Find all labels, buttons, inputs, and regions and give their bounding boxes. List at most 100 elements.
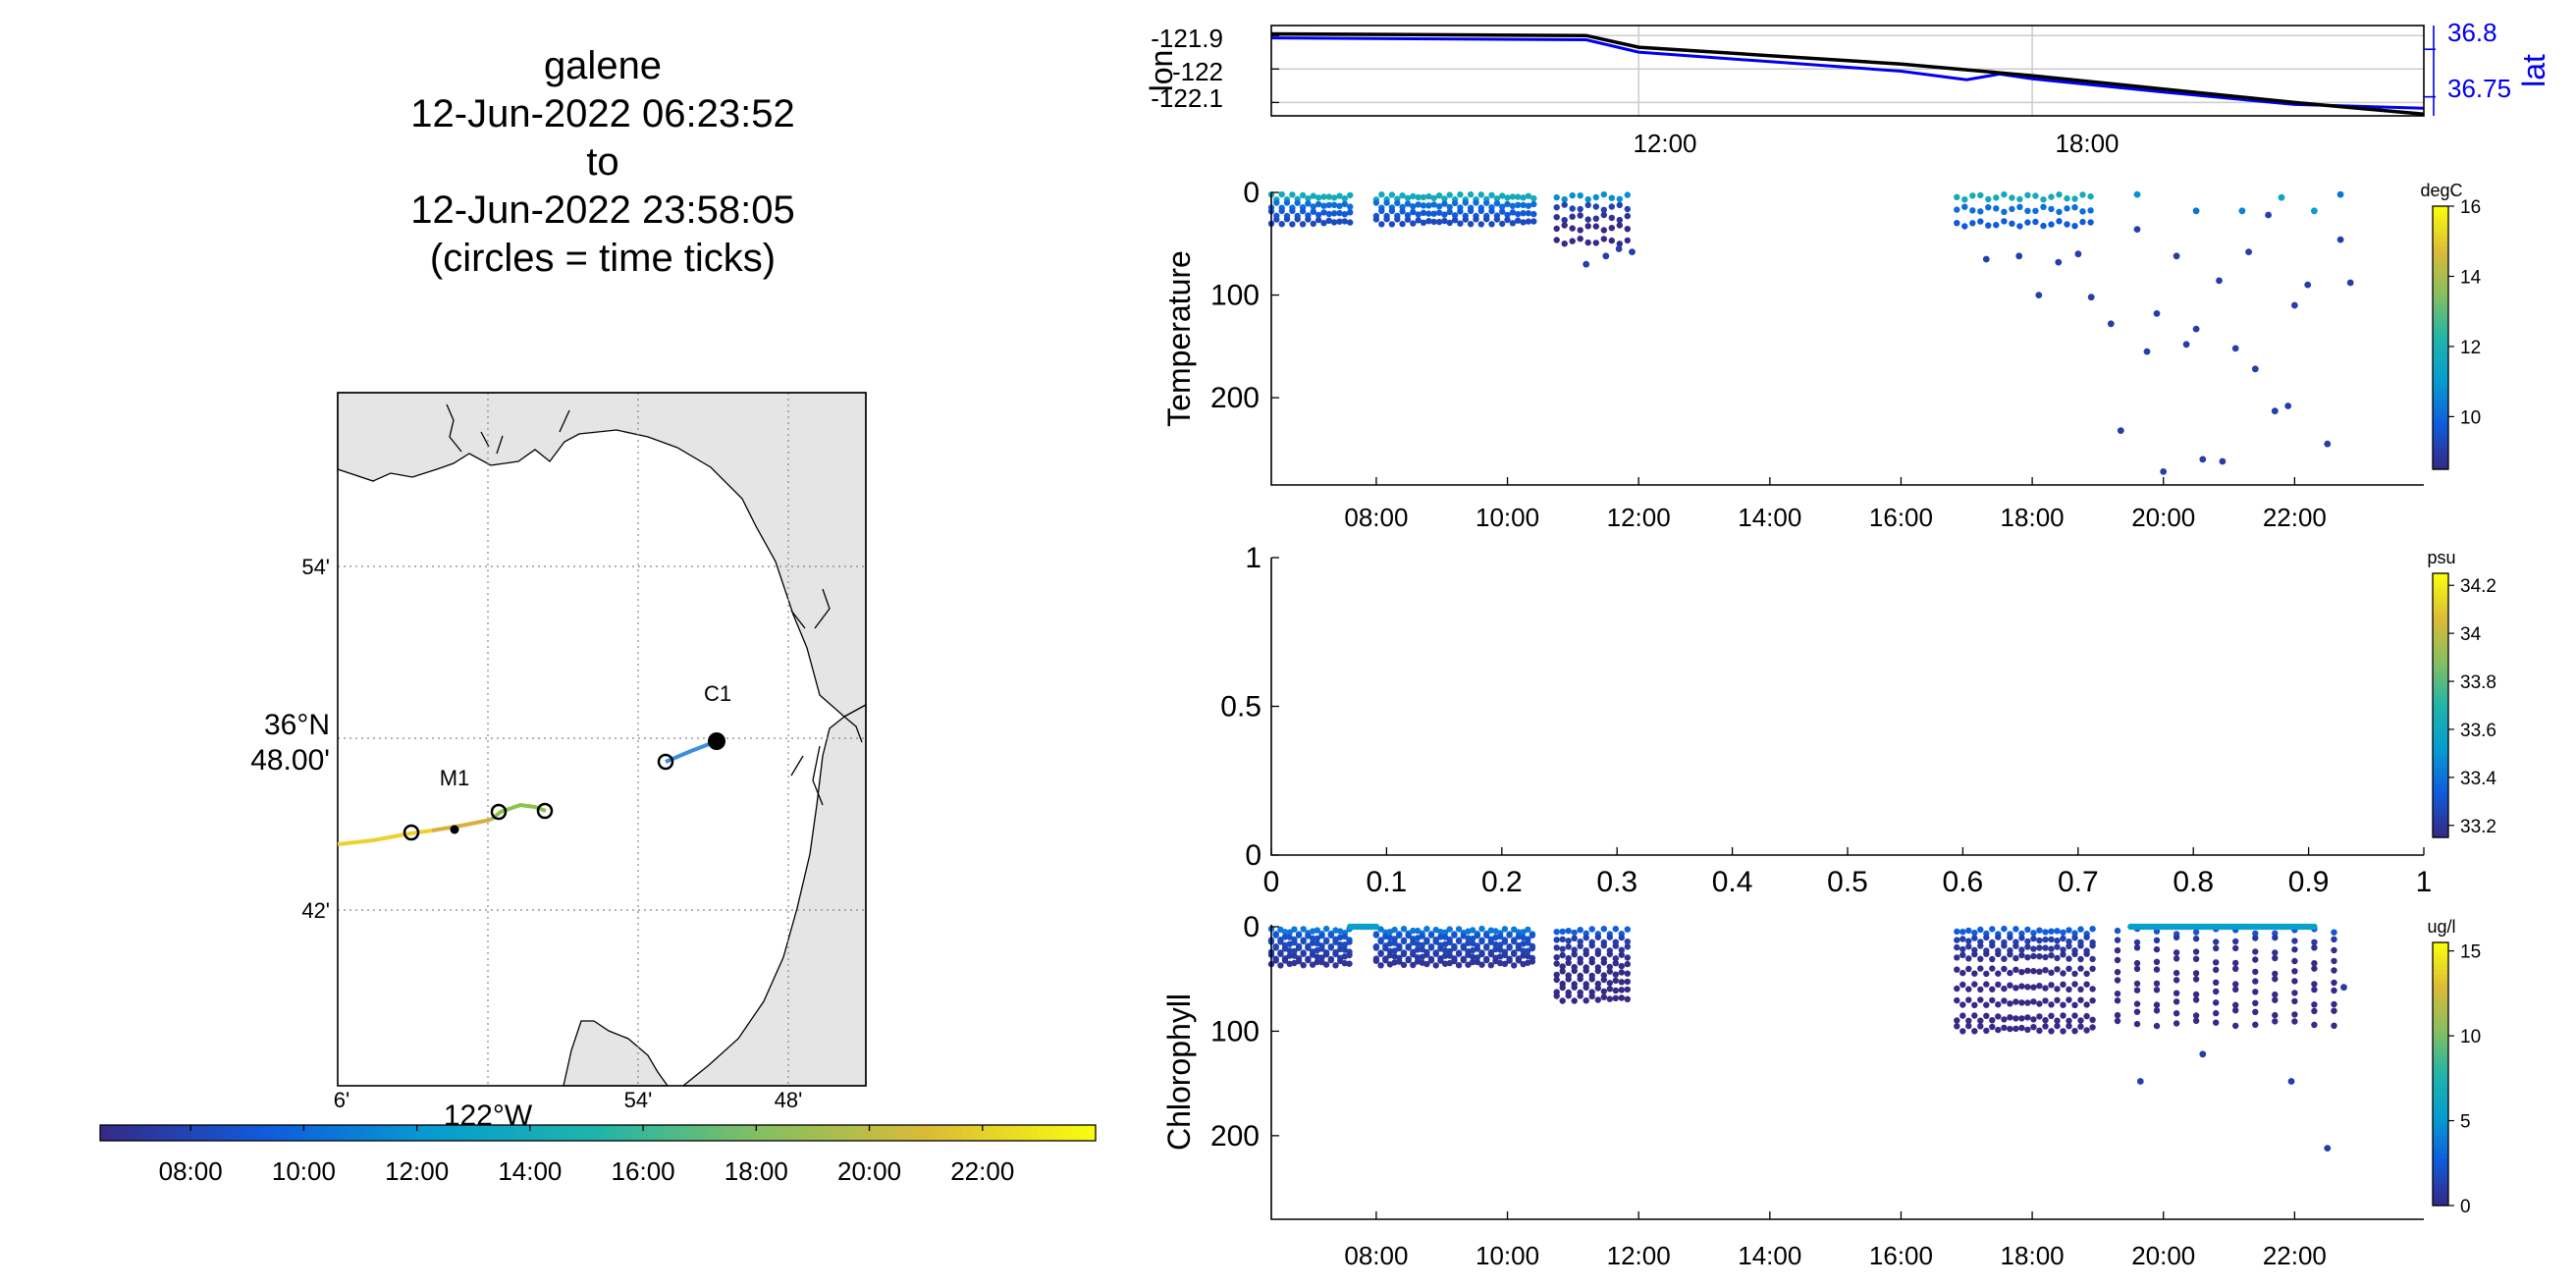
data-point xyxy=(1483,199,1490,206)
data-point xyxy=(1497,959,1504,967)
data-point xyxy=(1559,951,1566,959)
x-tick-label: 12:00 xyxy=(1607,503,1671,532)
data-point xyxy=(1983,970,1990,978)
data-point xyxy=(1624,995,1632,1002)
colorbar-cell xyxy=(2433,573,2448,579)
data-point xyxy=(1624,226,1632,233)
data-point xyxy=(1959,1001,1966,1008)
data-point xyxy=(2272,934,2279,941)
colorbar-cell xyxy=(2433,464,2448,470)
colorbar-cell xyxy=(158,1125,168,1141)
data-point xyxy=(2331,929,2337,936)
data-point xyxy=(2304,281,2312,289)
data-point xyxy=(2272,930,2279,937)
colorbar-cell xyxy=(249,1125,259,1141)
colorbar-cell xyxy=(382,1125,392,1141)
x-tick-label: 0.9 xyxy=(2288,866,2330,898)
data-point xyxy=(1606,950,1614,958)
data-point xyxy=(2252,989,2259,995)
data-point xyxy=(2089,955,2096,963)
data-point xyxy=(2192,1012,2200,1019)
x-tick-label: 20:00 xyxy=(2131,1241,2195,1270)
data-point xyxy=(1382,944,1389,952)
colorbar-cell xyxy=(672,1125,682,1141)
colorbar-cell xyxy=(2433,1047,2448,1053)
colorbar-cell xyxy=(988,1125,997,1141)
colorbar-cell xyxy=(2433,942,2448,948)
data-point xyxy=(2032,207,2039,214)
colorbar-cell xyxy=(2433,824,2448,830)
data-point xyxy=(1971,981,1978,988)
data-point xyxy=(2284,402,2292,409)
data-point xyxy=(1565,976,1572,983)
data-point xyxy=(2071,1012,2078,1019)
colorbar-cell xyxy=(2433,1153,2448,1158)
data-point xyxy=(2066,942,2072,949)
data-point xyxy=(1405,932,1412,939)
colorbar-cell xyxy=(2433,249,2448,255)
colorbar-cell xyxy=(1046,1125,1055,1141)
data-point xyxy=(2077,1017,2084,1024)
data-point xyxy=(1520,929,1527,936)
map-title-line-4: 12-Jun-2022 23:58:05 xyxy=(410,188,794,232)
data-point xyxy=(2032,218,2039,226)
data-point xyxy=(1332,962,1339,969)
data-point xyxy=(2007,1025,2013,1033)
data-point xyxy=(1577,927,1583,934)
data-point xyxy=(1299,221,1307,228)
colorbar-cell xyxy=(2433,718,2448,724)
map-lat-label-54: 54' xyxy=(301,555,330,579)
data-point xyxy=(2192,325,2200,333)
data-point xyxy=(1322,925,1330,933)
data-point xyxy=(2054,966,2061,973)
data-point xyxy=(1559,963,1566,970)
colorbar-cell xyxy=(2433,955,2448,961)
colorbar-cell xyxy=(764,1125,774,1141)
y-tick-label: 0.5 xyxy=(1220,691,1261,724)
data-point xyxy=(2311,923,2318,931)
x-tick-label: 0.8 xyxy=(2173,866,2214,898)
data-point xyxy=(1954,206,1960,213)
data-point xyxy=(1330,194,1338,201)
colorbar-cell xyxy=(2433,788,2448,794)
colorbar-cell xyxy=(2433,581,2448,588)
data-point xyxy=(1396,944,1403,952)
data-point xyxy=(2114,969,2121,976)
data-point xyxy=(1983,950,1990,957)
data-point xyxy=(2114,991,2121,997)
data-point xyxy=(1314,935,1321,942)
colorbar-cell xyxy=(390,1125,400,1141)
colorbar-cell xyxy=(606,1125,616,1141)
data-point xyxy=(2054,1022,2061,1030)
data-point xyxy=(1372,923,1380,931)
colorbar-cell xyxy=(2433,390,2448,396)
data-point xyxy=(2054,928,2061,935)
data-point xyxy=(1441,200,1448,207)
data-point xyxy=(1618,946,1626,953)
colorbar-cell xyxy=(2433,399,2448,404)
data-point xyxy=(2136,1078,2144,1085)
data-point xyxy=(1477,207,1485,214)
colorbar-cell xyxy=(149,1125,159,1141)
data-point xyxy=(2007,969,2013,977)
colorbar-cell xyxy=(2433,683,2448,689)
data-point xyxy=(1299,207,1307,215)
data-point xyxy=(1446,926,1453,933)
data-point xyxy=(2087,219,2094,226)
data-point xyxy=(2066,1023,2072,1030)
x-tick-label: 16:00 xyxy=(1869,503,1933,532)
data-point xyxy=(1457,208,1464,215)
colorbar-cell xyxy=(2433,617,2448,622)
data-point xyxy=(1571,935,1578,941)
data-point xyxy=(1989,986,1996,993)
data-point xyxy=(1455,938,1463,945)
data-point xyxy=(1965,943,1972,950)
data-point xyxy=(1588,942,1595,949)
data-point xyxy=(1606,968,1614,975)
data-point xyxy=(1378,207,1385,214)
data-point xyxy=(2036,953,2043,960)
data-point xyxy=(1565,954,1572,962)
data-point xyxy=(2133,1000,2141,1007)
data-point xyxy=(2048,945,2055,952)
data-point xyxy=(2252,1021,2259,1029)
